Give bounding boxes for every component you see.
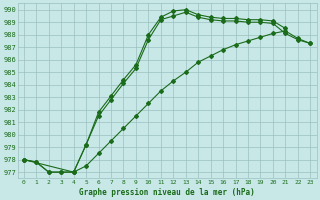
X-axis label: Graphe pression niveau de la mer (hPa): Graphe pression niveau de la mer (hPa) — [79, 188, 255, 197]
